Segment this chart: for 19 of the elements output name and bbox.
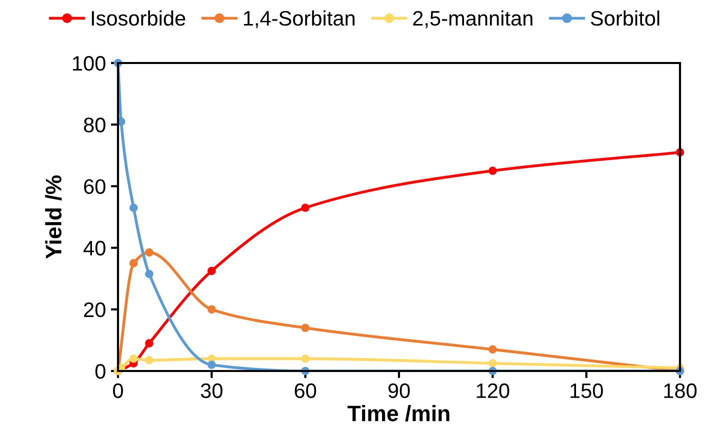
x-tick-label: 90: [388, 383, 410, 398]
legend-label: 1,4-Sorbitan: [244, 10, 355, 28]
x-tick-label: 150: [570, 383, 603, 398]
legend-label: Isosorbide: [92, 10, 186, 26]
x-tick-label: 30: [200, 383, 222, 398]
x-tick-label: 60: [294, 383, 316, 398]
x-tick-label: 120: [476, 383, 510, 398]
y-tick-label: 20: [84, 302, 106, 318]
legend-label: 2,5-mannitan: [413, 10, 532, 28]
x-tick-label: 0: [113, 383, 123, 398]
y-axis-title: Yield /%: [45, 175, 62, 259]
y-tick-label: 80: [84, 118, 106, 132]
y-tick-label: 100: [73, 56, 106, 71]
y-tick-label: 60: [84, 179, 106, 194]
legend-label: Sorbitol: [590, 10, 660, 26]
y-tick-label: 40: [84, 240, 106, 256]
x-axis-title: Time /min: [348, 405, 450, 422]
x-tick-label: 180: [664, 383, 697, 398]
y-tick-label: 0: [95, 364, 106, 379]
